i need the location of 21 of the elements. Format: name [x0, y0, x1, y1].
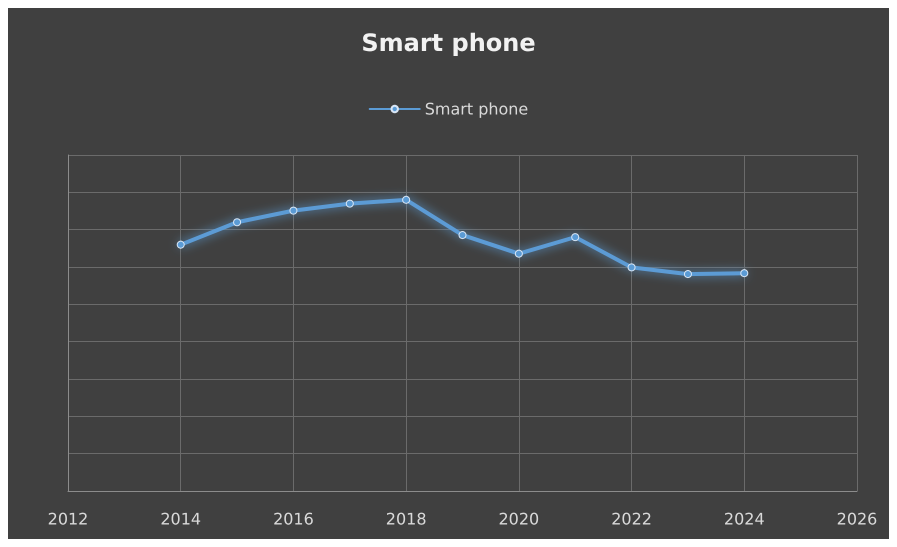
- x-tick-label: 2014: [160, 510, 202, 528]
- x-tick-label: 2024: [724, 510, 765, 528]
- x-tick-label: 2016: [273, 510, 314, 528]
- point: [514, 250, 523, 258]
- x-tick-label: 2026: [836, 510, 878, 528]
- point: [346, 200, 354, 208]
- chart-title: Smart phone: [361, 29, 536, 57]
- x-tick-label: 2012: [48, 510, 88, 528]
- x-tick-label: 2020: [498, 510, 540, 528]
- legend-label: Smart phone: [424, 100, 528, 118]
- point: [458, 231, 466, 240]
- x-tick-label: 2022: [611, 510, 652, 528]
- point: [571, 233, 580, 242]
- x-tick-label: 2018: [386, 510, 426, 528]
- point: [684, 270, 692, 278]
- point: [289, 206, 298, 215]
- point: [402, 196, 410, 204]
- point: [176, 240, 185, 249]
- point: [628, 263, 636, 272]
- point: [233, 218, 242, 226]
- point: [740, 269, 748, 278]
